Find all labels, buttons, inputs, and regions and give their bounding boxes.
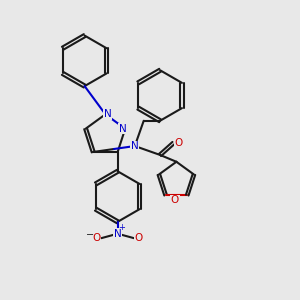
Text: O: O: [93, 233, 101, 243]
Text: −: −: [86, 230, 94, 240]
Text: O: O: [171, 196, 179, 206]
Text: N: N: [114, 229, 122, 239]
Text: O: O: [175, 138, 183, 148]
Text: O: O: [134, 233, 142, 243]
Text: +: +: [118, 223, 125, 232]
Text: N: N: [131, 141, 139, 151]
Text: N: N: [104, 109, 112, 119]
Text: N: N: [119, 124, 127, 134]
